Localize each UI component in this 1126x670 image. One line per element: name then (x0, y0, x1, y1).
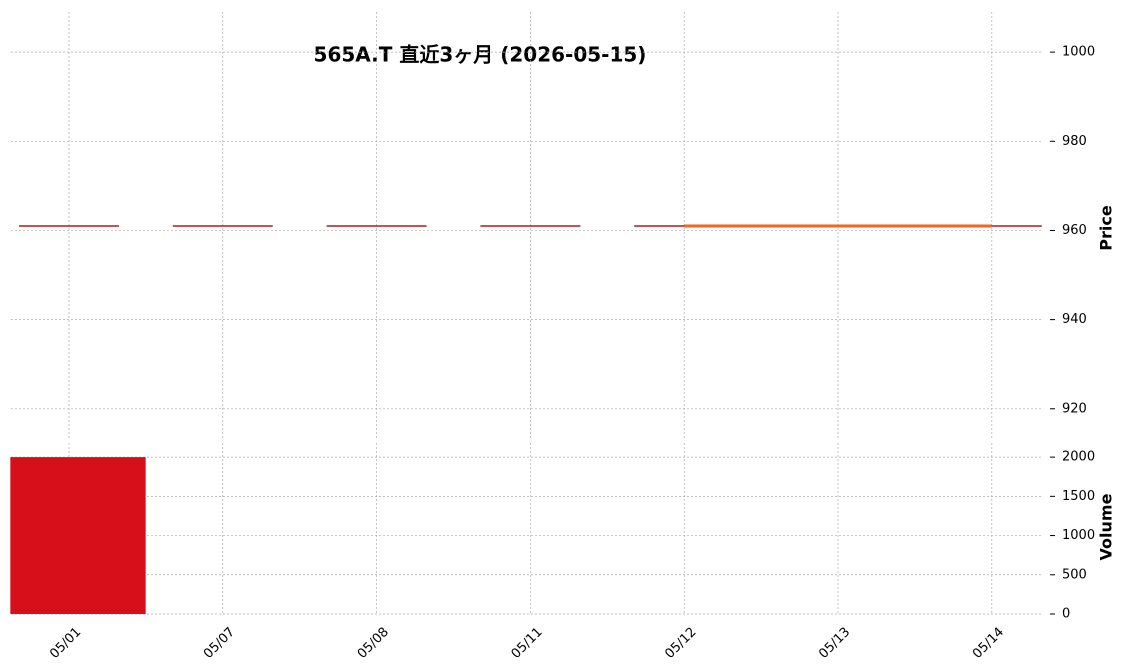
y-tick-label: 1000 (1062, 45, 1095, 60)
chart-title: 565A.T 直近3ヶ月 (2026-05-15) (314, 43, 647, 67)
x-tick-label: 05/08 (355, 625, 392, 662)
candle-body (19, 225, 119, 227)
candle-body (172, 225, 273, 227)
y-tick-label: 980 (1062, 134, 1087, 149)
y-tick-label: 940 (1062, 312, 1087, 327)
x-tick-label: 05/01 (47, 625, 84, 662)
candle-body (480, 225, 581, 227)
y-tick-label: 2000 (1062, 450, 1095, 465)
y-axis-label: Price (1097, 205, 1116, 251)
candle-body (326, 225, 427, 227)
candle-body (941, 225, 1042, 227)
volume-axis-label: Volume (1097, 493, 1116, 560)
x-tick-label: 05/12 (662, 625, 699, 662)
y-tick-label: 1000 (1062, 528, 1095, 543)
y-tick-label: 1500 (1062, 489, 1095, 504)
y-tick-label: 500 (1062, 567, 1087, 582)
volume-bar (10, 457, 146, 614)
y-tick-label: 920 (1062, 401, 1087, 416)
x-tick-label: 05/14 (970, 625, 1007, 662)
x-tick-label: 05/13 (816, 625, 853, 662)
y-tick-label: 960 (1062, 223, 1087, 238)
x-tick-label: 05/11 (509, 625, 546, 662)
y-tick-label: 0 (1062, 607, 1070, 622)
x-tick-label: 05/07 (201, 625, 238, 662)
